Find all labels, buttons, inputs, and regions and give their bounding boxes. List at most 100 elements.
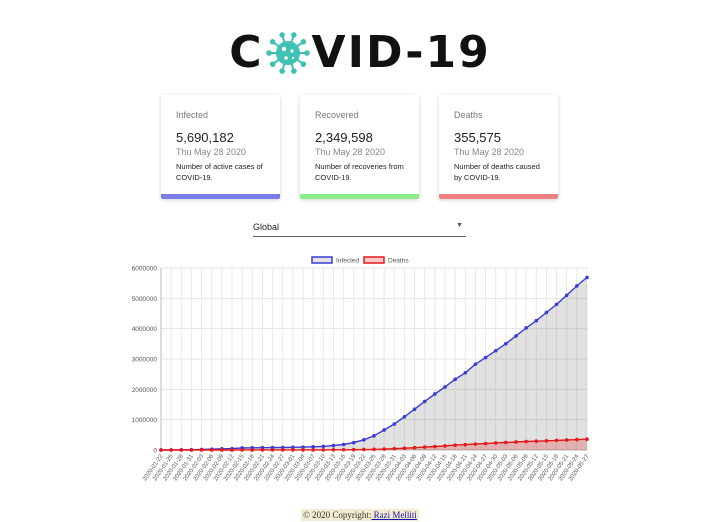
card-date: Thu May 28 2020: [454, 147, 525, 157]
card-recovered: Recovered 2,349,598 Thu May 28 2020 Numb…: [300, 95, 419, 199]
data-point-infected: [463, 370, 468, 375]
legend-swatch: [363, 256, 385, 264]
data-point-deaths: [514, 440, 518, 444]
card-value: 5,690,182: [176, 130, 234, 145]
card-label: Infected: [176, 110, 209, 120]
legend-label: Infected: [336, 258, 360, 265]
data-point-deaths: [291, 448, 295, 452]
country-select[interactable]: Global ▼: [253, 220, 466, 237]
card-color-bar: [161, 194, 280, 199]
country-select-value: Global: [253, 222, 280, 232]
y-tick-label: 1000000: [132, 417, 158, 424]
data-point-deaths: [362, 447, 366, 452]
card-label: Deaths: [454, 110, 483, 120]
data-point-infected: [422, 399, 427, 404]
y-tick-label: 5000000: [132, 296, 158, 303]
logo-text-left: C: [229, 27, 264, 78]
data-point-infected: [534, 318, 539, 323]
legend-label: Deaths: [388, 258, 409, 265]
data-point-infected: [433, 392, 437, 396]
logo-text-right: VID-19: [311, 27, 491, 78]
data-point-deaths: [321, 448, 326, 452]
data-point-deaths: [554, 438, 559, 443]
data-point-deaths: [382, 447, 386, 451]
data-point-infected: [493, 348, 498, 353]
data-point-deaths: [240, 448, 244, 452]
cases-chart: 0 1000000 2000000 3000000 4000000 5000000 6000…: [132, 256, 591, 482]
data-point-infected: [554, 302, 559, 307]
card-infected: Infected 5,690,182 Thu May 28 2020 Numbe…: [161, 95, 280, 199]
y-tick-label: 4000000: [132, 326, 158, 333]
data-point-deaths: [402, 446, 407, 451]
footer: © 2020 Copyright: Razi Melliti: [0, 509, 720, 521]
data-point-infected: [483, 355, 488, 360]
data-point-deaths: [443, 444, 447, 448]
data-point-infected: [341, 442, 346, 447]
data-point-deaths: [483, 441, 488, 446]
author-link[interactable]: Razi Melliti: [371, 510, 417, 520]
data-point-deaths: [544, 439, 549, 443]
data-point-deaths: [341, 447, 346, 452]
y-tick-label: 6000000: [132, 266, 158, 273]
data-point-deaths: [575, 437, 579, 442]
card-label: Recovered: [315, 110, 359, 120]
card-description: Number of active cases of COVID-19.: [176, 162, 263, 182]
series-area-deaths: [161, 439, 587, 450]
data-point-deaths: [564, 438, 569, 442]
card-color-bar: [300, 194, 419, 199]
y-tick-label: 0: [153, 448, 157, 455]
data-point-deaths: [585, 437, 589, 442]
data-point-deaths: [199, 448, 204, 452]
data-point-deaths: [169, 448, 173, 452]
data-point-infected: [575, 284, 579, 288]
data-point-infected: [544, 310, 549, 315]
data-point-deaths: [392, 446, 397, 451]
data-point-deaths: [220, 448, 224, 452]
data-point-infected: [514, 334, 518, 338]
data-point-infected: [453, 377, 457, 382]
card-color-bar: [439, 194, 558, 199]
y-tick-label: 2000000: [132, 387, 158, 394]
data-point-infected: [504, 341, 508, 346]
card-date: Thu May 28 2020: [315, 147, 386, 157]
data-point-infected: [321, 444, 326, 449]
data-point-deaths: [301, 448, 305, 452]
data-point-deaths: [473, 442, 478, 446]
virus-icon: [265, 32, 310, 74]
grid-lines: [160, 267, 588, 451]
data-point-deaths: [331, 448, 336, 452]
app-logo: C VID-19: [0, 28, 720, 78]
data-point-deaths: [230, 448, 234, 452]
footer-content: © 2020 Copyright: Razi Melliti: [301, 509, 419, 521]
card-description: Number of recoveries from COVID-19.: [315, 162, 404, 182]
data-point-deaths: [433, 444, 437, 449]
chart-legend: Infected Deaths: [311, 256, 409, 265]
data-point-deaths: [250, 448, 255, 452]
data-point-deaths: [372, 447, 376, 452]
data-point-infected: [392, 422, 397, 426]
data-point-deaths: [351, 447, 356, 452]
legend-swatch: [311, 256, 333, 264]
data-point-deaths: [311, 448, 315, 452]
data-point-infected: [331, 443, 336, 448]
data-point-infected: [291, 445, 295, 450]
series-area-infected: [161, 277, 587, 450]
data-point-deaths: [260, 448, 265, 452]
data-point-deaths: [504, 440, 508, 445]
data-point-deaths: [179, 448, 184, 452]
card-date: Thu May 28 2020: [176, 147, 247, 157]
card-value: 355,575: [454, 130, 501, 145]
data-point-deaths: [280, 448, 285, 452]
card-description: Number of deaths caused by COVID-19.: [454, 162, 540, 182]
data-point-deaths: [159, 448, 163, 452]
dropdown-arrow-icon[interactable]: ▼: [456, 222, 463, 229]
data-point-deaths: [209, 448, 214, 452]
data-point-deaths: [412, 445, 417, 450]
data-point-infected: [362, 438, 366, 442]
data-point-infected: [402, 414, 407, 419]
card-deaths: Deaths 355,575 Thu May 28 2020 Number of…: [439, 95, 558, 199]
data-point-infected: [585, 275, 589, 280]
data-point-infected: [311, 444, 315, 449]
data-point-deaths: [453, 443, 457, 447]
data-point-deaths: [270, 448, 275, 452]
